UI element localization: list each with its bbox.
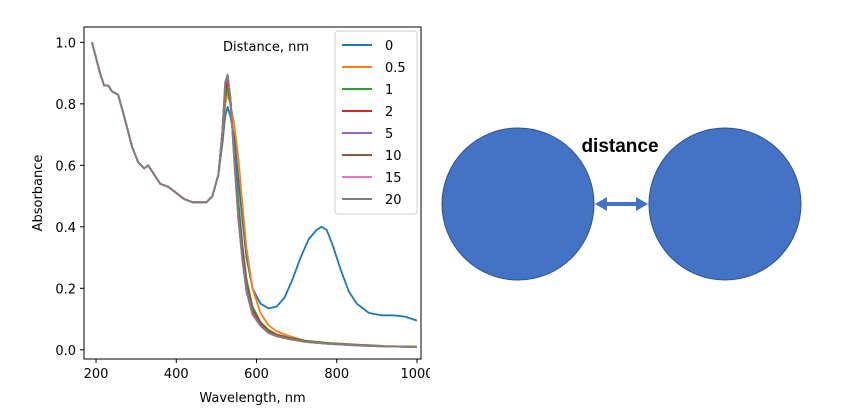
x-axis-label: Wavelength, nm	[199, 391, 305, 406]
absorbance-chart: 200 400 600 800 1000 0.00.20.40.60.81.0 Wave…	[31, 26, 430, 406]
y-axis: 0.0 0.2 0.4 0.6 0.8 1.0	[55, 36, 84, 359]
legend-label-10: 10	[385, 149, 402, 164]
legend: 0 0.5 1 2 5 10 15 20	[334, 30, 418, 215]
left-sphere	[441, 127, 595, 281]
legend-label-2: 2	[385, 105, 393, 120]
legend-label-1: 1	[385, 83, 393, 98]
y-axis-label: Absorbance	[31, 155, 46, 232]
series-line-20	[91, 42, 418, 348]
legend-label-0: 0	[385, 39, 393, 54]
x-axis: 200 400 600 800 1000	[84, 359, 430, 382]
double-arrow-icon	[595, 197, 648, 211]
y-tick-label: 0.4	[55, 221, 76, 236]
x-tick-label: 1000	[400, 367, 430, 382]
legend-label-5: 5	[385, 127, 393, 142]
distance-diagram: distance	[441, 127, 802, 281]
legend-label-0.5: 0.5	[385, 61, 406, 76]
x-tick-label: 800	[324, 367, 349, 382]
distance-label: distance	[581, 136, 658, 157]
x-tick-label: 200	[84, 367, 109, 382]
y-tick-label: 1.0	[55, 36, 76, 51]
plot-lines	[91, 42, 418, 348]
x-tick-label: 400	[164, 367, 189, 382]
x-tick-label: 600	[244, 367, 269, 382]
legend-label-15: 15	[385, 171, 402, 186]
legend-title: Distance, nm	[223, 40, 309, 55]
y-tick-label: 0.0	[55, 344, 76, 359]
plot-frame	[83, 26, 422, 360]
y-tick-label: 0.2	[55, 282, 76, 297]
y-tick-label: 0.6	[55, 159, 76, 174]
right-sphere	[648, 127, 802, 281]
legend-label-20: 20	[385, 193, 402, 208]
y-tick-label: 0.8	[55, 98, 76, 113]
legend-box	[334, 30, 418, 215]
